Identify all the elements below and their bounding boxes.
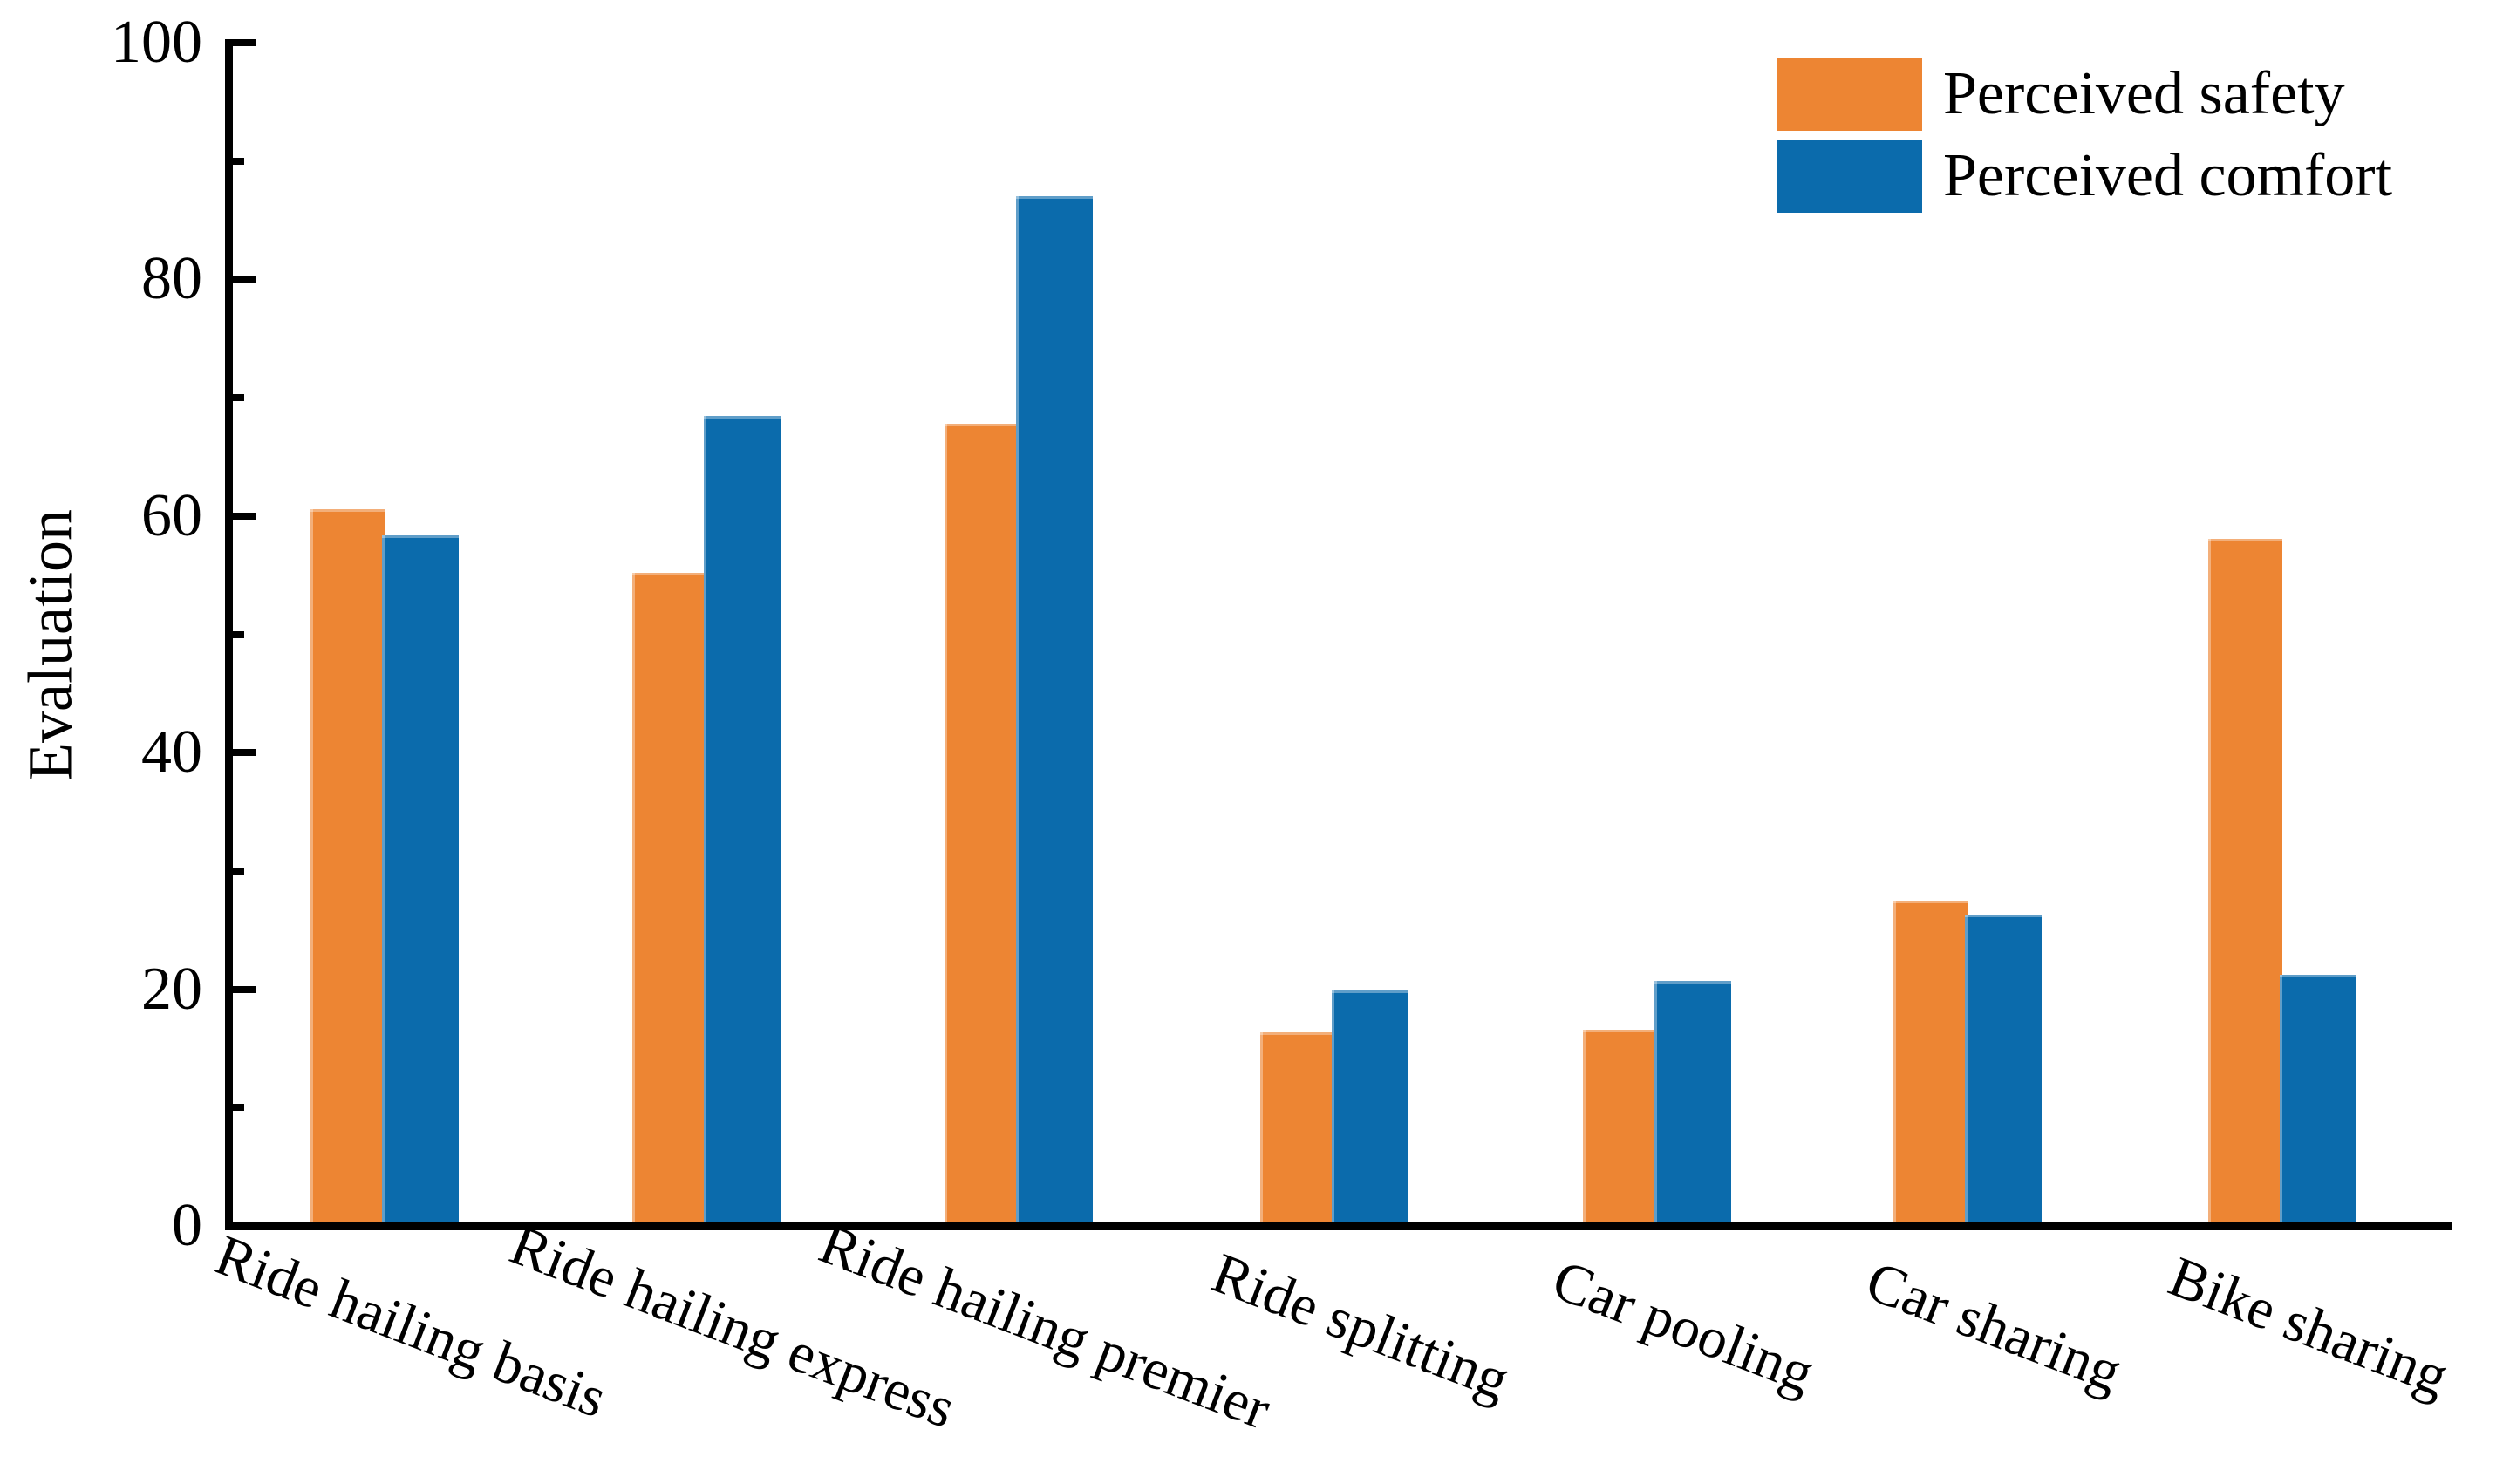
y-tick-minor [232, 157, 244, 165]
bar-perceived-comfort-ride-hailing-express [704, 416, 781, 1222]
bar-perceived-comfort-ride-hailing-basis [382, 535, 459, 1222]
y-tick-major [232, 749, 256, 757]
bar-perceived-safety-ride-hailing-express [632, 573, 706, 1222]
bar-perceived-safety-ride-hailing-basis [310, 509, 385, 1222]
y-tick-label: 60 [141, 481, 202, 549]
y-tick-label: 40 [141, 718, 202, 786]
x-tick-label: Bike sharing [2160, 1244, 2457, 1409]
bar-perceived-comfort-car-pooling [1654, 981, 1731, 1222]
bar-perceived-comfort-ride-splitting [1332, 990, 1408, 1222]
legend-label-perceived-safety: Perceived safety [1943, 60, 2345, 127]
y-tick-minor [232, 867, 244, 875]
y-tick-label: 80 [141, 245, 202, 313]
bar-perceived-safety-car-sharing [1893, 901, 1968, 1222]
legend-item-perceived-comfort: Perceived comfort [1777, 140, 2392, 213]
x-tick-label: Car pooling [1544, 1248, 1823, 1406]
y-tick-minor [232, 630, 244, 638]
y-tick-major [232, 276, 256, 283]
legend-item-perceived-safety: Perceived safety [1777, 58, 2392, 131]
x-tick-label: Car sharing [1858, 1249, 2131, 1405]
bar-perceived-safety-bike-sharing [2208, 539, 2282, 1222]
y-tick-major [232, 985, 256, 993]
y-tick-major [232, 39, 256, 46]
bar-perceived-comfort-car-sharing [1965, 915, 2042, 1222]
legend-swatch-perceived-comfort [1777, 140, 1922, 213]
y-tick-major [232, 512, 256, 520]
legend-swatch-perceived-safety [1777, 58, 1922, 131]
y-axis-spine [225, 39, 233, 1230]
bar-perceived-safety-car-pooling [1583, 1030, 1657, 1222]
y-tick-label: 0 [172, 1192, 202, 1259]
bar-perceived-comfort-ride-hailing-premier [1016, 196, 1093, 1222]
bar-perceived-safety-ride-hailing-premier [945, 424, 1019, 1222]
bar-perceived-safety-ride-splitting [1260, 1032, 1334, 1222]
y-tick-minor [232, 1104, 244, 1112]
legend: Perceived safety Perceived comfort [1777, 58, 2392, 221]
y-tick-minor [232, 394, 244, 402]
y-tick-label: 100 [111, 9, 202, 76]
x-axis-spine [225, 1222, 2452, 1230]
bar-perceived-comfort-bike-sharing [2280, 975, 2356, 1222]
y-tick-label: 20 [141, 955, 202, 1023]
legend-label-perceived-comfort: Perceived comfort [1943, 142, 2393, 209]
